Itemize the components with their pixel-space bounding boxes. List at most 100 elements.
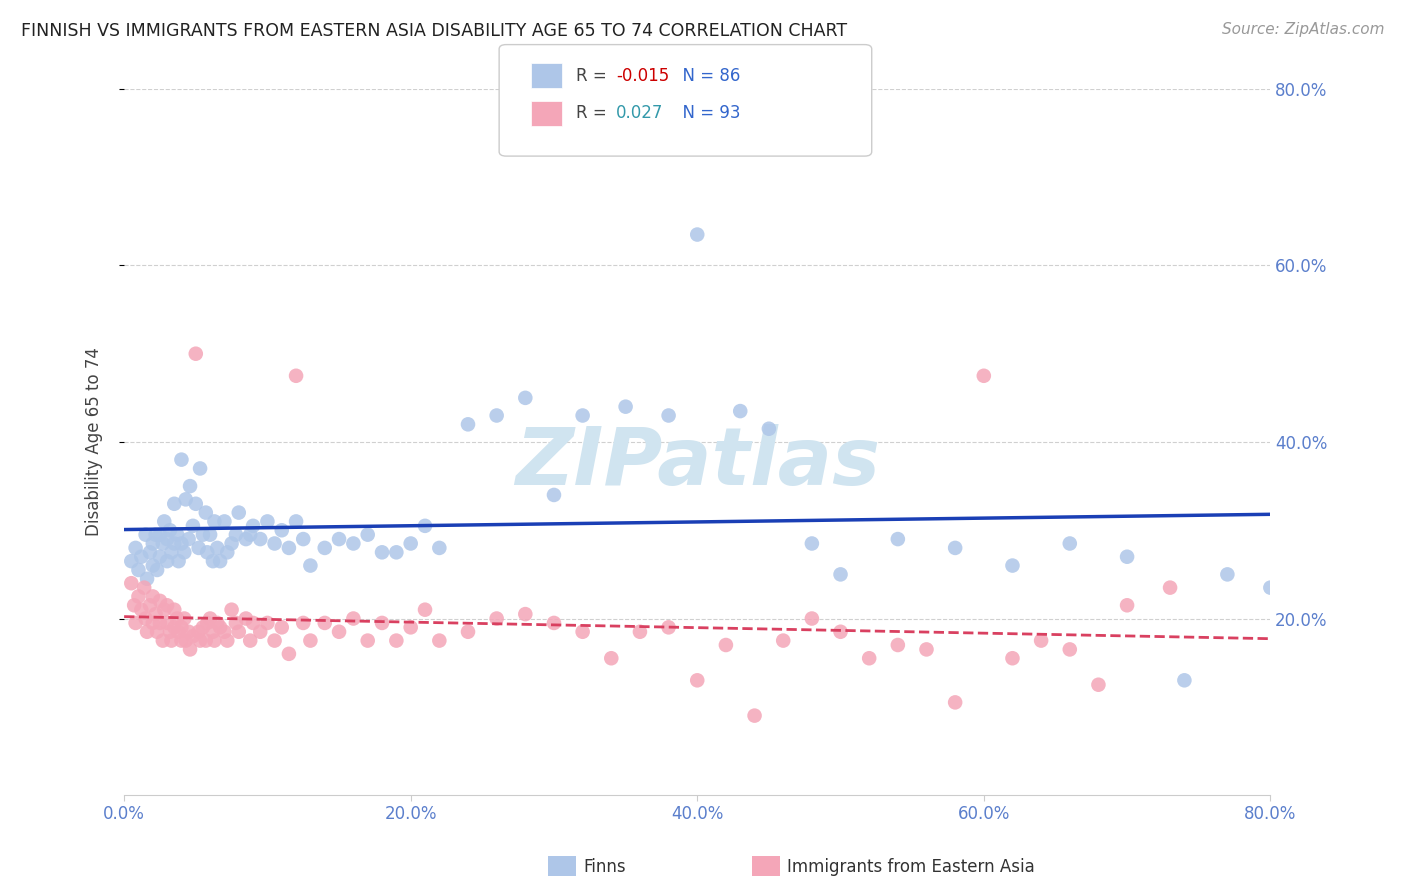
- Point: [156, 532, 179, 546]
- Point: [163, 497, 186, 511]
- Point: [146, 624, 169, 639]
- Point: [858, 651, 880, 665]
- Point: [187, 624, 209, 639]
- Point: [686, 227, 709, 242]
- Point: [170, 536, 193, 550]
- Point: [1116, 599, 1139, 613]
- Point: [371, 545, 394, 559]
- Point: [758, 422, 780, 436]
- Point: [209, 620, 232, 634]
- Point: [159, 624, 181, 639]
- Text: Immigrants from Eastern Asia: Immigrants from Eastern Asia: [787, 858, 1035, 876]
- Point: [217, 633, 239, 648]
- Point: [135, 527, 157, 541]
- Point: [160, 633, 183, 648]
- Point: [658, 620, 681, 634]
- Y-axis label: Disability Age 65 to 74: Disability Age 65 to 74: [86, 348, 103, 536]
- Point: [1001, 558, 1024, 573]
- Point: [385, 545, 408, 559]
- Point: [800, 536, 823, 550]
- Point: [485, 611, 508, 625]
- Point: [235, 532, 257, 546]
- Point: [146, 563, 169, 577]
- Point: [163, 536, 186, 550]
- Point: [239, 527, 262, 541]
- Point: [277, 647, 299, 661]
- Point: [256, 615, 278, 630]
- Point: [1159, 581, 1181, 595]
- Point: [142, 536, 165, 550]
- Point: [153, 603, 176, 617]
- Point: [166, 611, 188, 625]
- Point: [543, 615, 565, 630]
- Point: [174, 492, 197, 507]
- Point: [328, 532, 350, 546]
- Point: [943, 695, 966, 709]
- Point: [228, 624, 250, 639]
- Point: [371, 615, 394, 630]
- Point: [195, 545, 218, 559]
- Point: [943, 541, 966, 555]
- Point: [242, 519, 264, 533]
- Point: [314, 541, 336, 555]
- Point: [188, 461, 211, 475]
- Point: [202, 633, 225, 648]
- Point: [194, 506, 217, 520]
- Point: [159, 523, 181, 537]
- Point: [145, 527, 167, 541]
- Point: [628, 624, 651, 639]
- Point: [600, 651, 623, 665]
- Point: [120, 576, 142, 591]
- Point: [181, 519, 204, 533]
- Point: [153, 515, 176, 529]
- Point: [256, 515, 278, 529]
- Point: [207, 541, 229, 555]
- Point: [263, 633, 285, 648]
- Point: [427, 633, 450, 648]
- Point: [214, 624, 236, 639]
- Point: [124, 615, 146, 630]
- Point: [207, 615, 229, 630]
- Point: [174, 633, 197, 648]
- Point: [299, 558, 322, 573]
- Point: [198, 611, 221, 625]
- Point: [543, 488, 565, 502]
- Point: [152, 633, 174, 648]
- Point: [342, 536, 364, 550]
- Point: [131, 549, 153, 564]
- Point: [515, 391, 537, 405]
- Point: [177, 532, 200, 546]
- Point: [744, 708, 766, 723]
- Point: [1260, 581, 1282, 595]
- Point: [485, 409, 508, 423]
- Point: [772, 633, 794, 648]
- Point: [127, 590, 149, 604]
- Point: [124, 541, 146, 555]
- Point: [187, 541, 209, 555]
- Point: [167, 624, 190, 639]
- Point: [239, 633, 262, 648]
- Point: [173, 611, 195, 625]
- Point: [225, 527, 247, 541]
- Point: [571, 409, 593, 423]
- Point: [413, 519, 436, 533]
- Point: [1087, 678, 1109, 692]
- Point: [122, 599, 145, 613]
- Point: [728, 404, 751, 418]
- Point: [149, 549, 172, 564]
- Point: [515, 607, 537, 621]
- Text: R =: R =: [576, 67, 613, 85]
- Point: [887, 638, 910, 652]
- Point: [167, 554, 190, 568]
- Point: [614, 400, 637, 414]
- Point: [714, 638, 737, 652]
- Point: [299, 633, 322, 648]
- Point: [194, 633, 217, 648]
- Point: [830, 567, 852, 582]
- Point: [149, 594, 172, 608]
- Text: Finns: Finns: [583, 858, 626, 876]
- Text: -0.015: -0.015: [616, 67, 669, 85]
- Point: [152, 536, 174, 550]
- Text: N = 86: N = 86: [672, 67, 741, 85]
- Point: [385, 633, 408, 648]
